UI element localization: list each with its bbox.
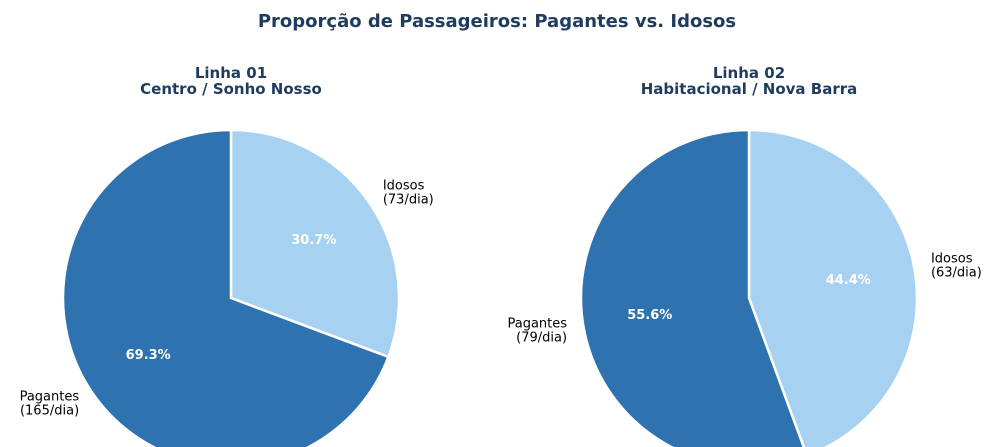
- category-label: Idosos (73/dia): [383, 178, 434, 207]
- category-label: Pagantes (165/dia): [20, 389, 80, 418]
- value-label: 30.7%: [291, 233, 336, 248]
- value-label: 44.4%: [826, 273, 871, 288]
- value-label: 55.6%: [627, 308, 672, 323]
- value-label: 69.3%: [126, 348, 171, 363]
- chart-title: Linha 01 Centro / Sonho Nosso: [140, 64, 322, 98]
- chart-title: Linha 02 Habitacional / Nova Barra: [641, 64, 858, 98]
- pie-slice: [61, 128, 390, 447]
- category-label: Idosos (63/dia): [931, 251, 982, 280]
- pie-slice: [579, 128, 806, 447]
- pie-slice: [229, 128, 401, 359]
- category-label: Pagantes (79/dia): [507, 316, 567, 345]
- pie-slice: [747, 128, 919, 447]
- page-title: Proporção de Passageiros: Pagantes vs. I…: [258, 11, 736, 32]
